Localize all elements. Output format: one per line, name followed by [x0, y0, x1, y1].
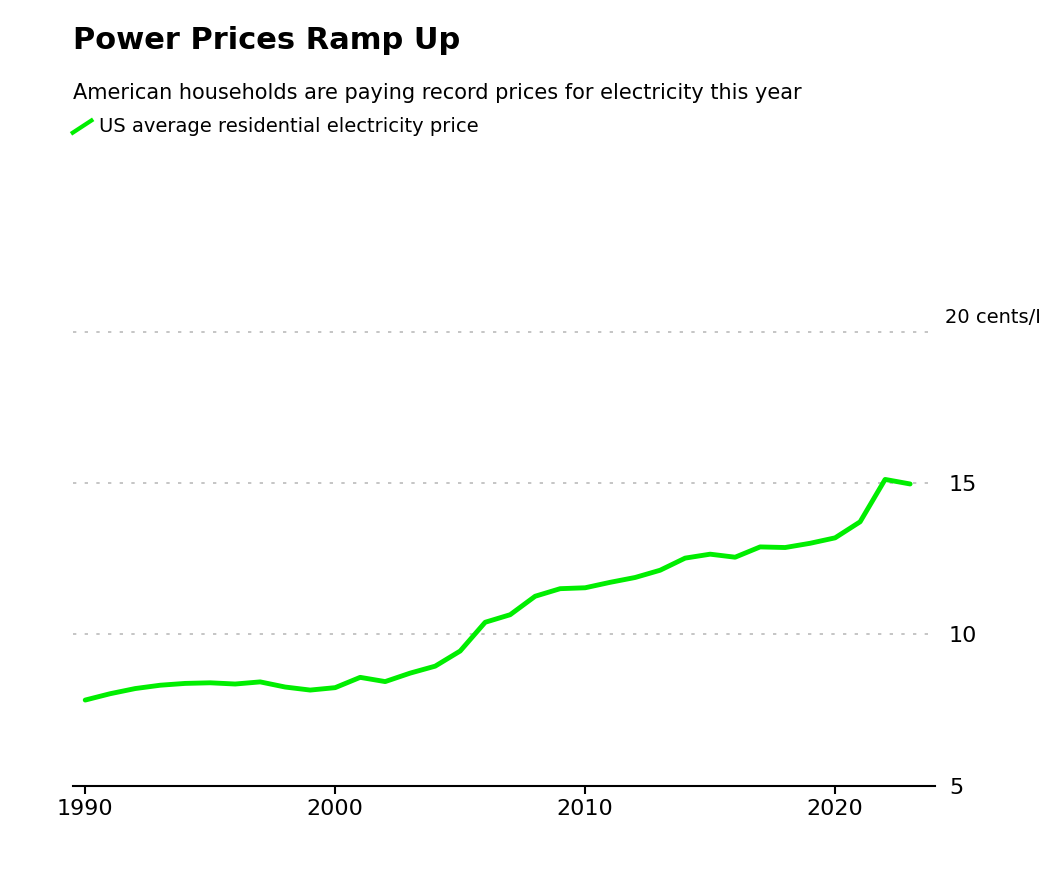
- Text: US average residential electricity price: US average residential electricity price: [99, 117, 478, 136]
- Text: American households are paying record prices for electricity this year: American households are paying record pr…: [73, 83, 801, 103]
- Text: Power Prices Ramp Up: Power Prices Ramp Up: [73, 26, 460, 55]
- Text: 20 cents/KWh: 20 cents/KWh: [945, 308, 1039, 327]
